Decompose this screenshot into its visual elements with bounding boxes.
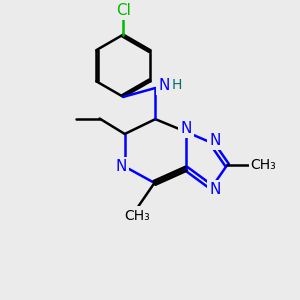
Text: Cl: Cl [116,3,131,18]
Text: N: N [181,121,192,136]
Text: CH₃: CH₃ [251,158,277,172]
Text: N: N [210,182,221,197]
Text: N: N [116,159,127,174]
Text: CH₃: CH₃ [125,208,150,223]
Text: N: N [159,78,170,93]
Text: N: N [210,133,221,148]
Text: H: H [172,78,182,92]
